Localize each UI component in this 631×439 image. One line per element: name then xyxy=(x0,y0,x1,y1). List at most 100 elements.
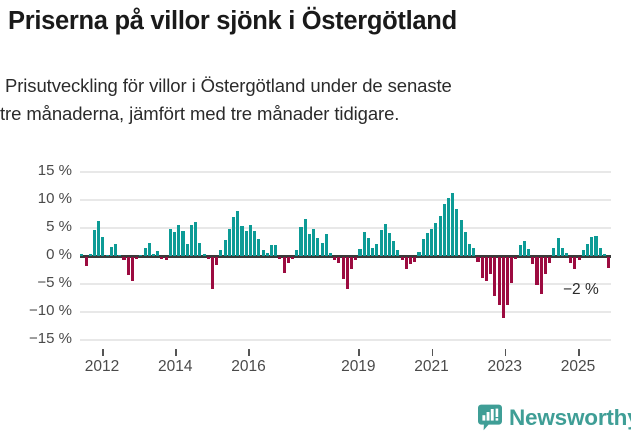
bar xyxy=(316,237,320,256)
subtitle-line-1: Prisutveckling för villor i Östergötland… xyxy=(5,75,452,96)
bar xyxy=(442,203,446,256)
bar xyxy=(493,257,497,297)
x-axis-tick xyxy=(358,349,360,356)
bar xyxy=(286,257,290,264)
y-axis-tick-label: 0 % xyxy=(46,246,72,263)
bar xyxy=(531,257,535,264)
bar xyxy=(510,257,514,283)
bar xyxy=(177,224,181,256)
bar xyxy=(354,257,358,261)
bar xyxy=(253,230,257,256)
bar xyxy=(130,257,134,281)
gridline xyxy=(80,283,611,285)
bar xyxy=(404,257,408,269)
x-axis-tick-label: 2019 xyxy=(341,358,376,375)
bar xyxy=(366,237,370,256)
x-axis-tick xyxy=(248,349,251,356)
gridline xyxy=(80,171,611,173)
x-axis-tick xyxy=(101,349,104,356)
gridline xyxy=(80,199,611,201)
bar xyxy=(341,257,345,280)
bar xyxy=(430,229,434,256)
bar xyxy=(189,225,193,256)
bar xyxy=(126,257,130,276)
bar xyxy=(282,257,286,274)
bar xyxy=(122,257,126,261)
bar xyxy=(539,257,543,294)
bar xyxy=(337,257,341,263)
bar xyxy=(573,257,577,270)
bar xyxy=(240,226,244,256)
gridline xyxy=(80,311,611,313)
bar xyxy=(413,257,417,263)
last-value-annotation: −2 % xyxy=(563,281,599,299)
y-axis-tick-label: −10 % xyxy=(29,302,72,319)
bar xyxy=(215,257,219,265)
bar xyxy=(379,230,383,256)
bar xyxy=(569,257,573,263)
bar xyxy=(455,208,459,256)
bar xyxy=(299,226,303,256)
x-axis-tick xyxy=(175,349,177,356)
bar xyxy=(489,257,493,274)
bar xyxy=(244,231,248,256)
gridline xyxy=(80,227,611,229)
bar xyxy=(459,219,463,256)
bar xyxy=(324,233,328,256)
x-axis-tick xyxy=(578,349,580,356)
x-axis-tick-label: 2025 xyxy=(560,358,596,375)
bar xyxy=(480,257,484,279)
y-axis-tick-label: 15 % xyxy=(37,162,72,179)
bar xyxy=(607,257,611,269)
bar xyxy=(425,233,429,256)
bar-chart-bubble-icon xyxy=(478,404,502,431)
x-axis-tick-label: 2016 xyxy=(231,358,266,375)
page-title: Priserna på villor sjönk i Östergötland xyxy=(8,7,457,35)
page-subtitle: Prisutveckling för villor i Östergötland… xyxy=(0,72,631,128)
gridline xyxy=(80,339,611,341)
x-axis-tick xyxy=(431,349,434,356)
bar xyxy=(535,257,539,285)
bar xyxy=(173,232,177,256)
bar xyxy=(101,236,105,256)
bar xyxy=(543,257,547,274)
y-axis-tick-label: −5 % xyxy=(37,274,72,291)
bar xyxy=(497,257,501,306)
bar xyxy=(307,233,311,256)
bar xyxy=(92,230,97,256)
bar xyxy=(463,231,467,256)
bar xyxy=(350,257,354,269)
bar xyxy=(590,236,594,256)
bar xyxy=(476,257,480,263)
subtitle-line-2: tre månaderna, jämfört med tre månader t… xyxy=(0,103,400,124)
bar xyxy=(303,219,307,256)
bar xyxy=(556,238,560,256)
bar xyxy=(84,257,88,266)
y-axis-tick-label: −15 % xyxy=(29,330,72,347)
bar xyxy=(97,220,101,256)
bar xyxy=(409,257,413,264)
bar xyxy=(548,257,552,264)
zero-axis-line xyxy=(80,254,611,258)
x-axis-tick-label: 2012 xyxy=(84,358,120,375)
y-axis-tick-label: 10 % xyxy=(37,190,72,207)
bar xyxy=(484,257,488,282)
x-axis-tick-label: 2023 xyxy=(487,358,523,375)
bar xyxy=(362,231,366,256)
bar xyxy=(421,238,425,256)
bar xyxy=(312,229,316,256)
bar xyxy=(438,215,442,256)
newsworthy-logo[interactable]: Newsworthy xyxy=(478,404,631,431)
x-axis-tick-label: 2021 xyxy=(414,358,449,375)
bar xyxy=(387,233,392,256)
bar xyxy=(257,239,261,256)
bar xyxy=(501,257,505,319)
bar xyxy=(227,228,231,256)
x-axis-tick-label: 2014 xyxy=(157,358,193,375)
y-axis-tick-label: 5 % xyxy=(46,218,72,235)
bar xyxy=(505,257,510,305)
bar xyxy=(594,235,598,256)
bar xyxy=(248,225,252,256)
